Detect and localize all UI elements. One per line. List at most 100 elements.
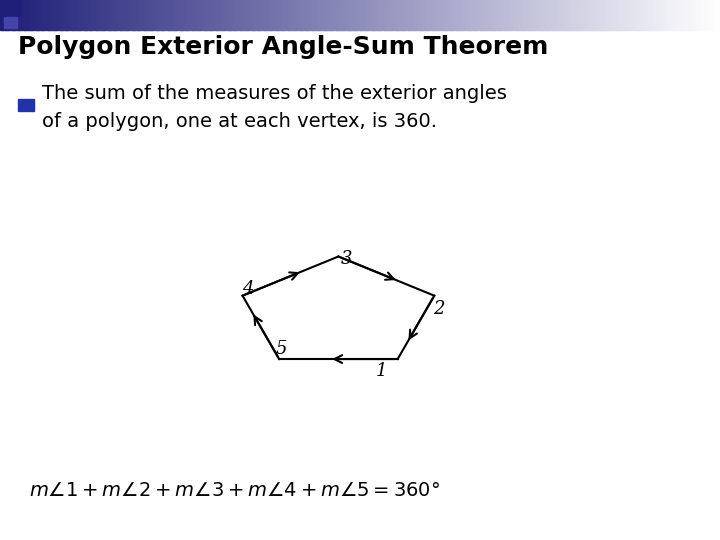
Bar [91, 0, 94, 30]
Bar [518, 0, 521, 30]
Bar [490, 0, 492, 30]
Text: The sum of the measures of the exterior angles: The sum of the measures of the exterior … [42, 84, 508, 103]
Bar [276, 0, 279, 30]
Bar [132, 0, 135, 30]
Bar [204, 0, 207, 30]
Bar [149, 0, 152, 30]
Bar [420, 0, 423, 30]
Bar [418, 0, 420, 30]
Bar [45, 0, 49, 30]
Bar [588, 0, 591, 30]
Bar [139, 0, 143, 30]
Bar [384, 0, 387, 30]
Bar [477, 0, 481, 30]
Bar [117, 0, 121, 30]
Bar [17, 0, 20, 30]
Bar [355, 0, 359, 30]
Bar [468, 0, 471, 30]
Bar [135, 0, 138, 30]
Bar [4, 0, 20, 16]
Bar [434, 0, 438, 30]
Bar [300, 0, 303, 30]
Bar [495, 0, 498, 30]
Bar [535, 0, 539, 30]
Bar [166, 0, 168, 30]
Bar [360, 0, 363, 30]
Bar [161, 0, 164, 30]
Bar [506, 0, 510, 30]
Bar [70, 0, 73, 30]
Bar [247, 0, 251, 30]
Bar [180, 0, 183, 30]
Bar [581, 0, 584, 30]
Bar [12, 0, 15, 30]
Bar [353, 0, 356, 30]
Bar [542, 0, 546, 30]
Bar [19, 0, 22, 30]
Bar [341, 0, 344, 30]
Bar [427, 0, 431, 30]
Bar [389, 0, 392, 30]
Text: 3: 3 [341, 250, 353, 268]
Bar [715, 0, 719, 30]
Bar [516, 0, 519, 30]
Bar [18, 99, 34, 111]
Bar [36, 0, 39, 30]
Bar [408, 0, 411, 30]
Bar [567, 0, 570, 30]
Bar [362, 0, 366, 30]
Bar [595, 0, 598, 30]
Bar [125, 0, 128, 30]
Bar [211, 0, 215, 30]
Bar [538, 0, 541, 30]
Bar [629, 0, 632, 30]
Bar [101, 0, 104, 30]
Bar [43, 0, 46, 30]
Bar [173, 0, 176, 30]
Bar [178, 0, 181, 30]
Bar [310, 0, 312, 30]
Text: 2: 2 [433, 300, 444, 319]
Bar [441, 0, 445, 30]
Bar [641, 0, 644, 30]
Bar [252, 0, 255, 30]
Bar [598, 0, 600, 30]
Bar [288, 0, 291, 30]
Bar [578, 0, 582, 30]
Bar [137, 0, 140, 30]
Bar [603, 0, 606, 30]
Bar [67, 0, 71, 30]
Bar [197, 0, 200, 30]
Bar [254, 0, 258, 30]
Bar [238, 0, 240, 30]
Bar [142, 0, 145, 30]
Bar [84, 0, 87, 30]
Bar [372, 0, 375, 30]
Bar [691, 0, 694, 30]
Bar [29, 0, 32, 30]
Bar [547, 0, 550, 30]
Bar [456, 0, 459, 30]
Text: $m\angle 1+m\angle 2+m\angle 3+m\angle 4+m\angle 5=360°$: $m\angle 1+m\angle 2+m\angle 3+m\angle 4… [29, 482, 440, 501]
Bar [63, 0, 66, 30]
Bar [513, 0, 517, 30]
Bar [216, 0, 219, 30]
Bar [552, 0, 555, 30]
Bar [706, 0, 708, 30]
Bar [369, 0, 373, 30]
Bar [312, 0, 315, 30]
Bar [665, 0, 668, 30]
Bar [526, 0, 528, 30]
Bar [187, 0, 190, 30]
Bar [533, 0, 536, 30]
Bar [540, 0, 543, 30]
Bar [218, 0, 222, 30]
Bar [662, 0, 665, 30]
Bar [41, 0, 44, 30]
Bar [96, 0, 99, 30]
Bar [257, 0, 260, 30]
Bar [58, 0, 60, 30]
Bar [423, 0, 426, 30]
Text: Polygon Exterior Angle-Sum Theorem: Polygon Exterior Angle-Sum Theorem [18, 35, 549, 59]
Bar [396, 0, 399, 30]
